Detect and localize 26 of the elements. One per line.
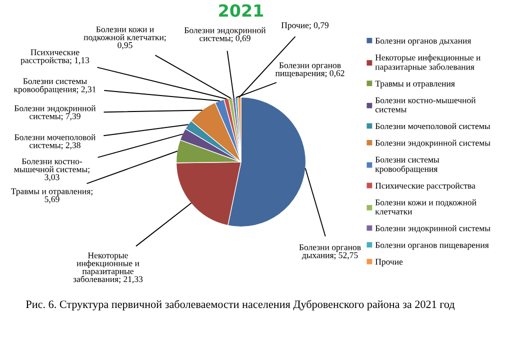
data-label: Болезни системы кровообращения; 2,31: [14, 78, 96, 94]
legend-label: Травмы и отравления: [375, 80, 455, 88]
data-label: Болезни костно- мышечной системы; 3,03: [14, 158, 90, 182]
data-label: Болезни эндокринной системы; 7,39: [14, 105, 96, 120]
data-label: Болезни органов дыхания; 52,75: [299, 244, 361, 260]
legend-label: Болезни кожи и подкожной клетчатки: [375, 199, 476, 214]
legend-label: Болезни эндокринной системы: [375, 225, 490, 233]
chart-title: 2021: [219, 4, 264, 17]
data-label: Психические расстройства; 1,13: [20, 49, 90, 65]
data-label: Болезни кожи и подкожной клетчатки; 0,95: [84, 26, 166, 50]
data-label: Некоторые инфекционные и паразитарные заболевания; 21,33: [73, 252, 143, 284]
data-label: Болезни органов пищеварения; 0,62: [275, 62, 344, 78]
legend-label: Прочие: [375, 258, 403, 266]
text: Рис. 6. Структура первичной заболеваемости населения Дубровенского района за 2021 год: [26, 300, 455, 310]
legend-label: Психические расстройства: [375, 182, 476, 190]
legend-label: Болезни мочеполовой системы: [375, 123, 490, 130]
legend-label: Болезни органов дыхания: [375, 38, 472, 46]
legend-label: Болезни органов пищеварения: [375, 242, 489, 250]
data-label: Болезни эндокринной системы; 0,69: [184, 27, 266, 42]
data-label: Травмы и отравления; 5,69: [11, 188, 92, 204]
legend-label: Болезни эндокринной системы: [375, 140, 490, 148]
legend-label: Болезни костно-мышечной системы: [375, 97, 476, 112]
data-label: Прочие; 0,79: [281, 22, 329, 30]
data-label: Болезни мочеполовой системы; 2,38: [14, 134, 96, 150]
legend-label: Некоторые инфекционные и паразитарные заболевания: [375, 54, 480, 72]
legend-label: Болезни системы кровообращения: [375, 156, 440, 174]
